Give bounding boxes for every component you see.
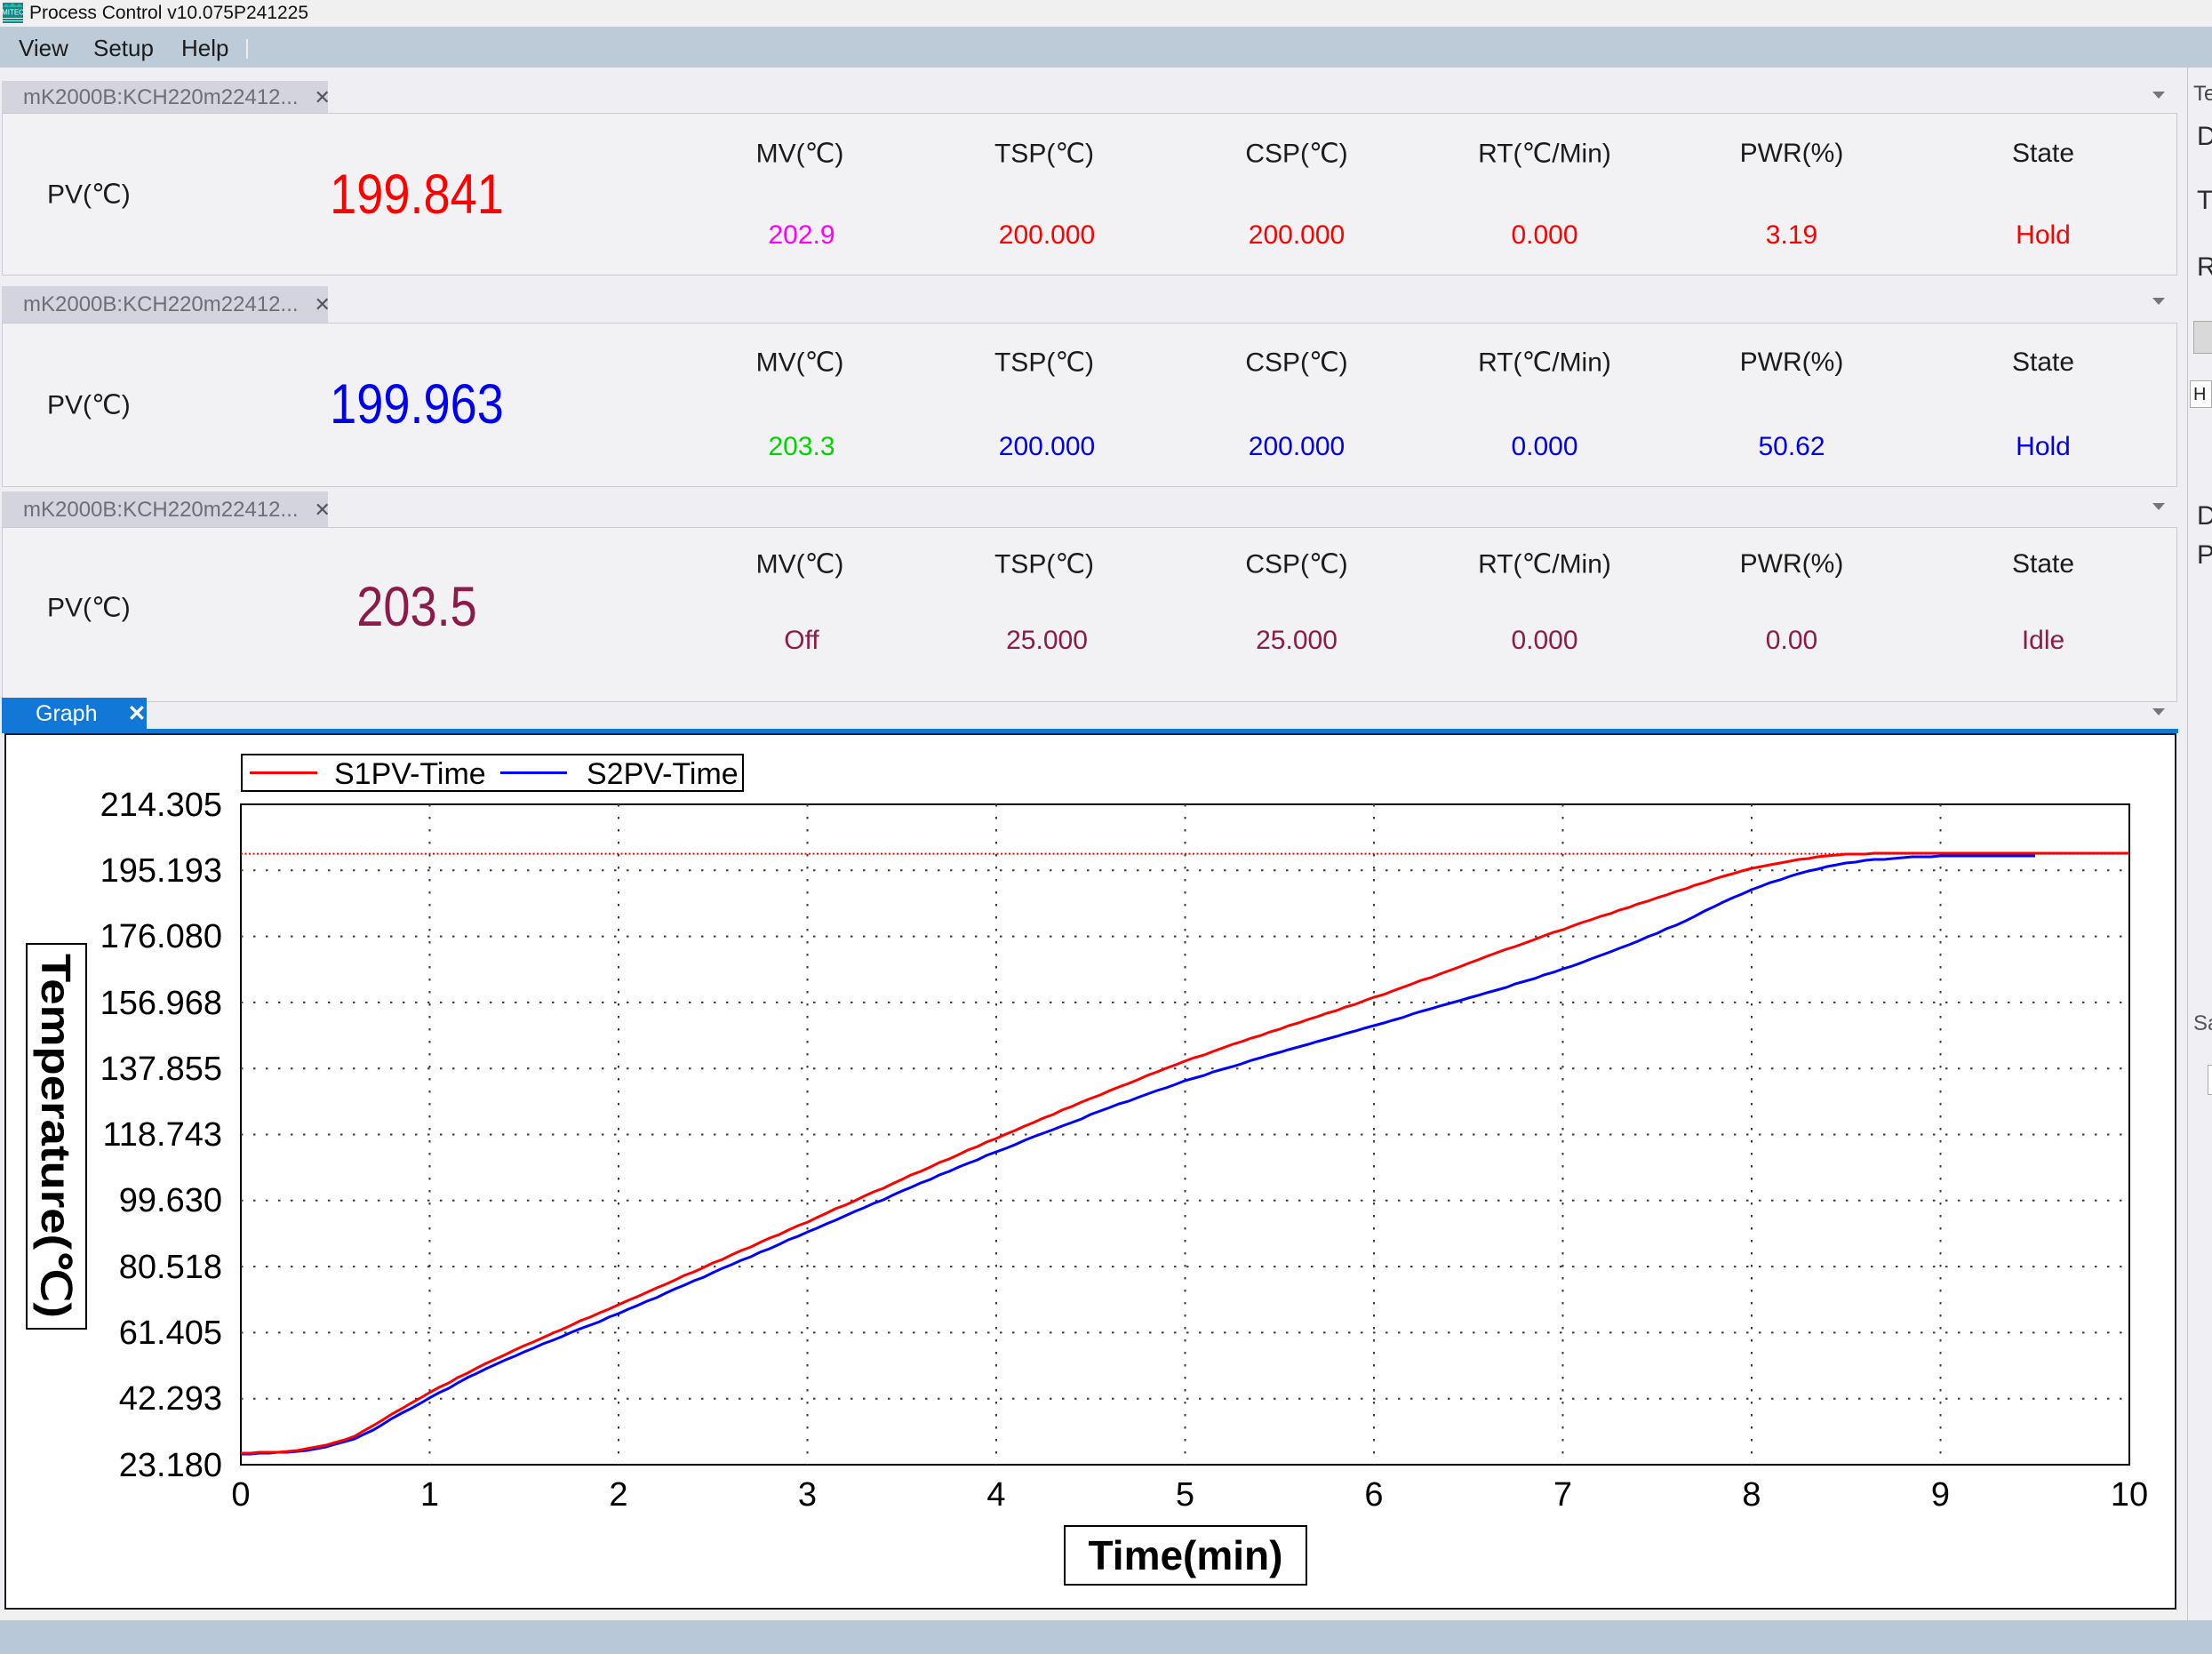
svg-text:7: 7	[1553, 1476, 1572, 1514]
svg-text:176.080: 176.080	[100, 918, 222, 955]
svg-text:Time(min): Time(min)	[1089, 1532, 1283, 1578]
svg-text:4: 4	[986, 1476, 1005, 1514]
svg-text:0: 0	[231, 1476, 250, 1514]
svg-text:2: 2	[609, 1476, 627, 1514]
svg-text:3: 3	[798, 1476, 817, 1514]
svg-text:137.855: 137.855	[100, 1051, 222, 1088]
svg-text:6: 6	[1364, 1476, 1383, 1514]
svg-text:5: 5	[1176, 1476, 1194, 1514]
svg-text:S2PV-Time: S2PV-Time	[587, 757, 739, 791]
svg-text:61.405: 61.405	[119, 1314, 222, 1352]
svg-text:195.193: 195.193	[100, 852, 222, 890]
svg-text:8: 8	[1742, 1476, 1761, 1514]
svg-text:156.968: 156.968	[100, 985, 222, 1022]
svg-text:S1PV-Time: S1PV-Time	[334, 757, 486, 791]
svg-text:Temperature(℃): Temperature(℃)	[33, 954, 79, 1318]
svg-text:23.180: 23.180	[119, 1447, 222, 1484]
svg-text:214.305: 214.305	[100, 787, 222, 824]
svg-text:80.518: 80.518	[119, 1249, 222, 1286]
svg-text:118.743: 118.743	[102, 1116, 222, 1154]
svg-text:10: 10	[2111, 1476, 2148, 1514]
svg-text:MITEC: MITEC	[3, 9, 23, 17]
svg-text:9: 9	[1931, 1476, 1950, 1514]
svg-text:1: 1	[420, 1476, 439, 1514]
svg-text:42.293: 42.293	[119, 1380, 222, 1418]
svg-text:99.630: 99.630	[119, 1182, 222, 1219]
